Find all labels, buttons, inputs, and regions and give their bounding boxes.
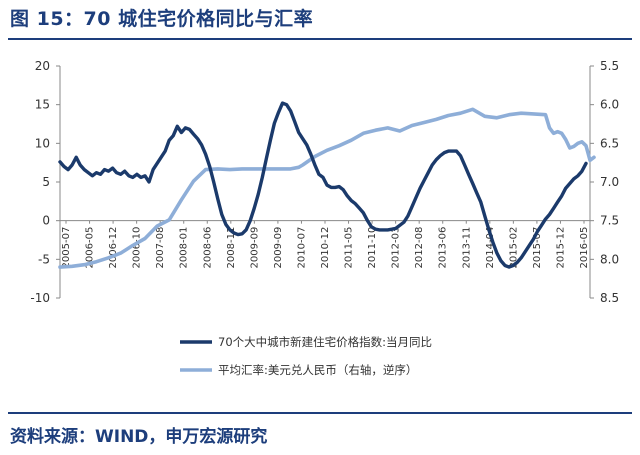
x-axis-tick-label: 2015-02 <box>508 227 519 269</box>
x-axis-tick-label: 2011-10 <box>367 227 378 269</box>
x-axis-tick-label: 2013-06 <box>438 227 449 269</box>
x-axis-tick-label: 2015-07 <box>532 227 543 269</box>
title-divider <box>8 38 632 40</box>
x-axis-tick-label: 2007-08 <box>155 227 166 269</box>
x-axis-tick-label: 2013-11 <box>461 227 472 269</box>
left-axis-tick-label: 5 <box>42 175 50 189</box>
x-axis-tick-label: 2008-06 <box>202 227 213 269</box>
x-axis-tick-label: 2010-12 <box>320 227 331 269</box>
left-axis-tick-label: 20 <box>35 59 50 73</box>
right-axis-tick-label: 8.5 <box>600 291 619 305</box>
left-axis-tick-label: -5 <box>38 252 50 266</box>
right-axis-tick-label: 7.0 <box>600 175 619 189</box>
legend-label-housing: 70个大中城市新建住宅价格指数:当月同比 <box>218 335 432 349</box>
source-note: 资料来源：WIND，申万宏源研究 <box>10 427 268 447</box>
x-axis-tick-label: 2010-07 <box>296 227 307 269</box>
line-chart: 20 15 10 5 0 -5 -10 5.5 6.0 6.5 7.0 7.5 8.0 8.5 2005-0… <box>30 59 619 377</box>
x-axis-tick-label: 2016-05 <box>579 227 590 269</box>
right-axis-tick-label: 6.5 <box>600 136 619 150</box>
right-axis-tick-label: 8.0 <box>600 252 619 266</box>
left-axis-tick-label: 15 <box>35 98 50 112</box>
x-axis-tick-label: 2011-05 <box>344 227 355 269</box>
x-axis-tick-label: 2015-12 <box>555 227 566 269</box>
chart-axes: 20 15 10 5 0 -5 -10 5.5 6.0 6.5 7.0 7.5 8.0 8.5 2005-0… <box>30 59 619 305</box>
page-title: 图 15：70 城住宅价格同比与汇率 <box>10 8 314 30</box>
series-line-housing-price-yoy <box>58 101 588 269</box>
x-axis-tick-label: 2005-07 <box>61 227 72 269</box>
x-axis-tick-label: 2009-09 <box>249 227 260 269</box>
right-axis-tick-label: 6.0 <box>600 98 619 112</box>
left-axis-tick-label: -10 <box>30 291 50 305</box>
left-axis-tick-label: 10 <box>35 136 50 150</box>
x-axis-tick-label: 2008-01 <box>179 227 190 269</box>
chart-legend: 70个大中城市新建住宅价格指数:当月同比 平均汇率:美元兑人民币（右轴，逆序） <box>180 335 432 377</box>
x-axis-tick-label: 2006-10 <box>132 227 143 269</box>
left-axis-tick-label: 0 <box>42 214 50 228</box>
x-axis-tick-label: 2009-09 <box>273 227 284 269</box>
legend-label-fx: 平均汇率:美元兑人民币（右轴，逆序） <box>218 363 417 377</box>
series-line-usd-cny-rate <box>58 107 596 269</box>
chart-lines <box>58 101 596 269</box>
x-axis-tick-label: 2008-11 <box>226 227 237 269</box>
x-axis-tick-label: 2006-05 <box>85 227 96 269</box>
x-axis-tick-label: 2012-03 <box>391 227 402 269</box>
x-axis-tick-label: 2006-12 <box>108 227 119 269</box>
footer-divider <box>8 412 632 414</box>
right-axis-tick-label: 7.5 <box>600 214 619 228</box>
x-axis-tick-label: 2014-04 <box>485 227 496 269</box>
right-axis-tick-label: 5.5 <box>600 59 619 73</box>
x-axis-tick-label: 2012-08 <box>414 227 425 269</box>
